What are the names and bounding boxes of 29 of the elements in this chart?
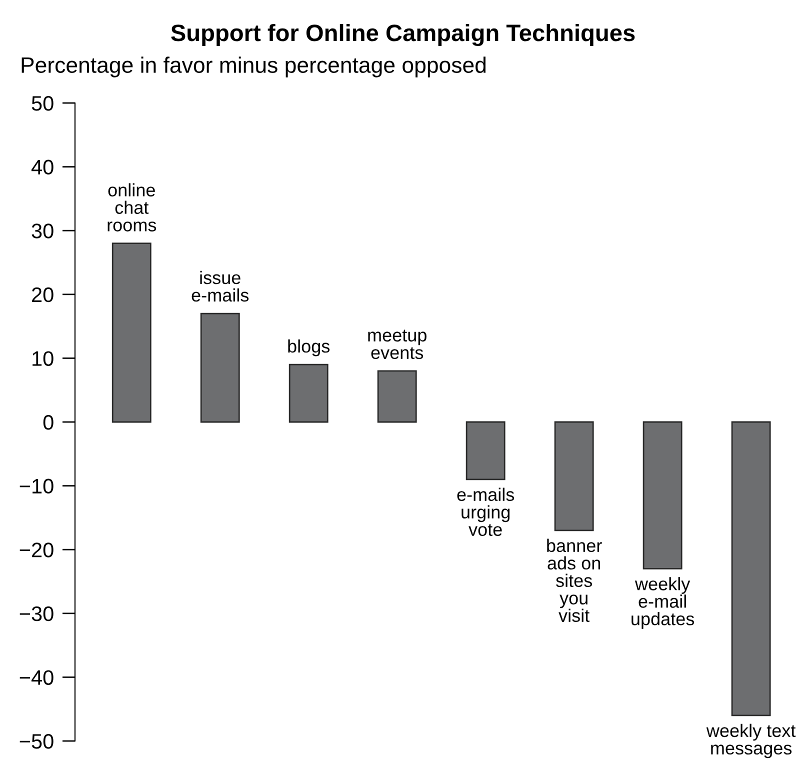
bar	[466, 421, 506, 480]
y-tick-label: 0	[43, 415, 54, 430]
y-tick-label: 50	[32, 96, 54, 111]
bar	[112, 242, 152, 423]
x-tick-label: online chat rooms	[108, 183, 156, 232]
y-tick-label: −40	[20, 670, 54, 685]
x-tick-label: issue e-mails	[192, 270, 249, 302]
x-tick-label: blogs	[288, 339, 330, 356]
y-tick-label: −30	[20, 606, 54, 622]
bar	[554, 421, 594, 532]
x-tick-label: weekly e-mail updates	[632, 577, 694, 629]
x-tick-label: e-mails urging vote	[457, 488, 514, 536]
y-tick-label: 40	[31, 160, 54, 175]
bar	[377, 370, 417, 423]
bar	[642, 421, 682, 570]
y-tick-label: 10	[32, 351, 54, 366]
x-tick-label: meetup events	[368, 330, 426, 360]
bar	[731, 421, 771, 716]
bar	[200, 312, 240, 423]
bar	[288, 364, 328, 423]
chart-subtitle: Percentage in favor minus percentage opposed	[22, 56, 486, 78]
y-tick-label: −20	[20, 542, 54, 558]
x-tick-label: banner ads on sites you visit	[547, 538, 602, 622]
y-tick-label: −50	[20, 734, 54, 749]
chart-title: Support for Online Campaign Techniques	[171, 24, 635, 46]
y-tick-label: 30	[32, 224, 54, 238]
x-tick-label: weekly text messages	[706, 724, 796, 758]
y-tick-label: −10	[20, 478, 54, 494]
y-tick-label: 20	[32, 287, 54, 302]
